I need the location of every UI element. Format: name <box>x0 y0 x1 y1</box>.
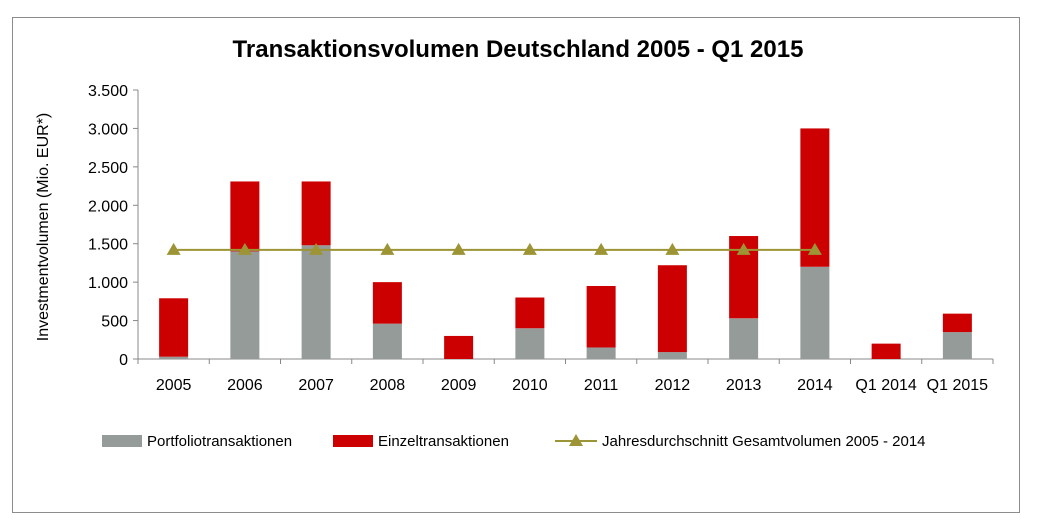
bar-einzel-2009 <box>444 335 474 359</box>
y-tick-label: 0 <box>119 352 128 369</box>
bar-portfolio-2012 <box>657 352 687 359</box>
y-tick-label: 1.500 <box>88 237 128 254</box>
bar-portfolio-2007 <box>301 245 331 359</box>
x-tick-label: 2014 <box>797 377 833 394</box>
y-tick-label: 2.000 <box>88 198 128 215</box>
bar-einzel-2007 <box>301 181 331 246</box>
bar-einzel-2011 <box>586 285 616 348</box>
x-tick-label: 2011 <box>584 377 619 394</box>
legend-swatch-portfolio <box>102 435 142 447</box>
bar-einzel-2005 <box>159 298 189 357</box>
legend-label-average: Jahresdurchschnitt Gesamtvolumen 2005 - … <box>602 433 926 450</box>
bar-portfolio-2013 <box>729 318 759 359</box>
chart-title: Transaktionsvolumen Deutschland 2005 - Q… <box>233 36 804 63</box>
bar-portfolio-2005 <box>159 356 189 359</box>
bar-portfolio-2008 <box>372 323 402 359</box>
bar-portfolio-2014 <box>800 266 830 359</box>
y-tick-label: 3.000 <box>88 121 128 138</box>
chart-frame <box>12 17 1020 513</box>
bar-portfolio-2006 <box>230 251 260 359</box>
x-tick-label: 2013 <box>726 377 762 394</box>
legend-label-einzel: Einzeltransaktionen <box>378 433 509 450</box>
legend-swatch-einzel <box>333 435 373 447</box>
bar-portfolio-2010 <box>515 328 545 359</box>
x-tick-label: 2007 <box>298 377 334 394</box>
legend: Portfoliotransaktionen Einzeltransaktione… <box>102 433 926 450</box>
bar-einzel-2008 <box>372 282 402 324</box>
bar-einzel-2006 <box>230 181 260 252</box>
average-marker <box>451 242 466 255</box>
bar-portfolio-q1-2015 <box>942 332 972 359</box>
x-tick-label: 2012 <box>655 377 691 394</box>
y-tick-label: 3.500 <box>88 83 128 100</box>
x-tick-label: Q1 2014 <box>855 377 916 394</box>
y-tick-label: 1.000 <box>88 275 128 292</box>
average-marker <box>309 242 324 255</box>
average-marker <box>380 242 395 255</box>
x-tick-label: 2009 <box>441 377 477 394</box>
average-marker <box>594 242 609 255</box>
bar-einzel-2010 <box>515 297 545 329</box>
bar-einzel-2012 <box>657 265 687 353</box>
bar-einzel-q1-2015 <box>942 313 972 333</box>
average-marker <box>237 242 252 255</box>
average-marker <box>665 242 680 255</box>
average-marker <box>807 242 822 255</box>
legend-marker-average <box>569 434 583 446</box>
x-tick-label: 2010 <box>512 377 548 394</box>
average-marker <box>736 242 751 255</box>
y-axis-label: Investmentvolumen (Mio. EUR*) <box>35 113 52 342</box>
bar-portfolio-2011 <box>586 347 616 359</box>
bar-einzel-q1-2014 <box>871 343 901 359</box>
average-marker <box>522 242 537 255</box>
x-tick-label: Q1 2015 <box>927 377 988 394</box>
legend-label-portfolio: Portfoliotransaktionen <box>147 433 292 450</box>
y-tick-label: 2.500 <box>88 160 128 177</box>
y-tick-label: 500 <box>101 314 128 331</box>
average-marker <box>166 242 181 255</box>
x-tick-label: 2005 <box>156 377 192 394</box>
x-tick-label: 2006 <box>227 377 263 394</box>
x-tick-label: 2008 <box>370 377 406 394</box>
